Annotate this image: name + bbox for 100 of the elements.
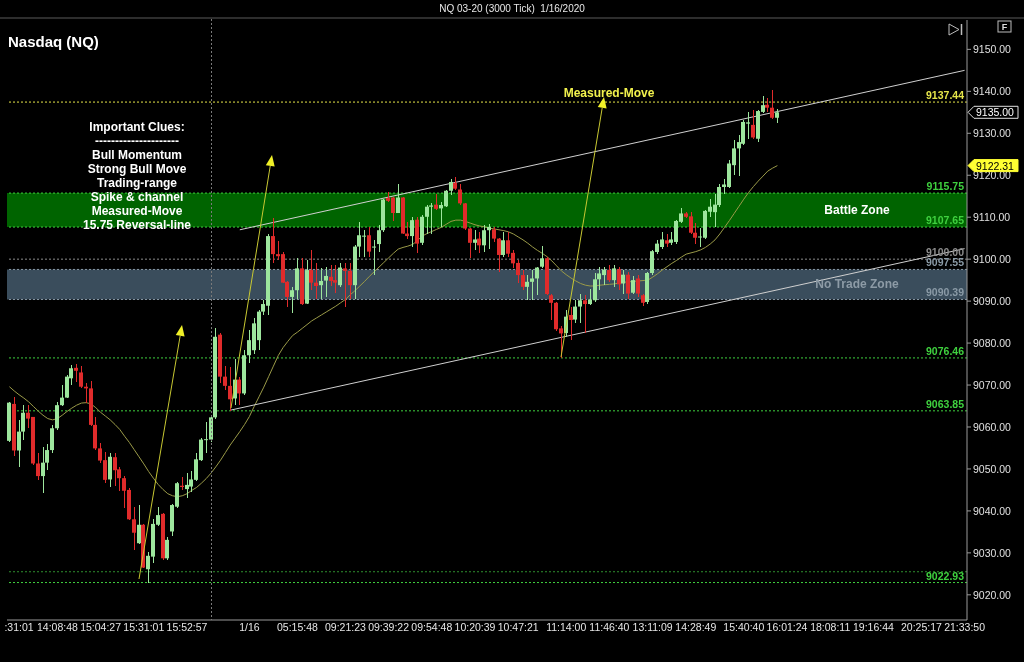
candlestick xyxy=(540,245,544,269)
candlestick xyxy=(309,249,313,291)
candlestick xyxy=(473,229,477,251)
x-tick-label: 05:15:48 xyxy=(276,621,318,633)
candlestick xyxy=(535,266,539,296)
annotation: Measured-Move xyxy=(563,86,655,101)
y-tick-label: 9140.00 xyxy=(973,85,1012,98)
candlestick xyxy=(55,401,59,431)
x-tick-label: 15:52:57 xyxy=(166,621,208,633)
candlestick xyxy=(521,269,525,291)
x-tick-label: 16:01:24 xyxy=(766,621,808,633)
ref-line-label: 9137.44 xyxy=(926,89,965,102)
candlestick xyxy=(415,216,419,254)
x-tick-label: 1/16 xyxy=(239,621,260,633)
candlestick xyxy=(348,262,352,300)
x-tick-label: 09:54:48 xyxy=(411,621,453,633)
candlestick xyxy=(333,264,337,294)
x-tick-label: 10:20:39 xyxy=(454,621,496,633)
chart-title: NQ 03-20 (3000 Tick) 1/16/2020 xyxy=(439,3,586,14)
candlestick xyxy=(617,266,621,291)
x-tick-label: 15:40:40 xyxy=(723,621,765,633)
candlestick xyxy=(396,183,400,214)
x-tick-label: 09:39:22 xyxy=(368,621,410,633)
candlestick xyxy=(612,264,616,288)
ref-line-label: 9022.93 xyxy=(926,569,965,582)
candlestick xyxy=(295,257,299,300)
candlestick xyxy=(314,262,318,300)
x-tick-label: 14:28:49 xyxy=(675,621,717,633)
candlestick xyxy=(367,226,371,258)
candlestick xyxy=(132,506,136,551)
y-tick-label: 9110.00 xyxy=(973,210,1011,223)
annotation: Trading-range xyxy=(96,176,178,190)
x-tick-label: 11:14:00 xyxy=(546,621,587,633)
x-tick-label: 13:11:09 xyxy=(632,621,673,633)
x-tick-label: 14:08:48 xyxy=(36,621,78,633)
x-tick-label: 21:33:50 xyxy=(944,621,986,633)
candlestick xyxy=(458,183,462,206)
annotation: Spike & channel xyxy=(90,190,184,204)
candlestick xyxy=(751,109,755,140)
ref-line-label: 9063.85 xyxy=(926,397,965,410)
candlestick xyxy=(343,262,347,308)
candlestick xyxy=(338,262,342,288)
candlestick xyxy=(108,452,112,488)
candlestick xyxy=(468,227,472,259)
band-label: No Trade Zone xyxy=(815,277,899,292)
candlestick xyxy=(185,472,189,499)
y-tick-label: 9030.00 xyxy=(973,546,1012,559)
text: 9135.00 xyxy=(976,106,1015,119)
text: 9122.31 xyxy=(976,159,1015,172)
candlestick xyxy=(569,306,573,341)
candlestick xyxy=(770,89,774,120)
candlestick xyxy=(165,536,169,561)
candlestick xyxy=(410,216,414,248)
candlestick xyxy=(501,231,505,258)
x-tick-label: 20:25:17 xyxy=(900,621,942,633)
candlestick xyxy=(137,504,141,545)
x-tick-label: 09:21:23 xyxy=(324,621,366,633)
annotation: 15.75 Reversal-line xyxy=(82,218,192,232)
candlestick xyxy=(429,202,433,235)
annotation: Strong Bull Move xyxy=(87,162,187,176)
ref-line-label: 9115.75 xyxy=(926,180,965,193)
ref-line-label: 9107.65 xyxy=(926,214,965,227)
annotation: Bull Momentum xyxy=(92,148,182,162)
y-tick-label: 9100.00 xyxy=(973,252,1012,265)
x-tick-label: 15:04:27 xyxy=(80,621,122,633)
annotation: Important Clues: xyxy=(89,120,185,134)
candlestick xyxy=(228,366,232,412)
y-tick-label: 9060.00 xyxy=(973,420,1012,433)
candlestick xyxy=(50,424,54,454)
y-tick-label: 9040.00 xyxy=(973,504,1012,517)
candlestick xyxy=(372,239,376,276)
candlestick xyxy=(329,264,333,287)
y-tick-label: 9150.00 xyxy=(973,43,1012,56)
candlestick xyxy=(60,384,64,407)
candlestick xyxy=(578,293,582,324)
candlestick xyxy=(549,293,553,321)
candlestick xyxy=(497,237,501,273)
candlestick xyxy=(525,274,529,301)
band-label: Battle Zone xyxy=(824,203,890,218)
x-tick-label: 18:08:11 xyxy=(810,621,851,633)
candlestick xyxy=(530,269,534,301)
ref-line-label: 9076.46 xyxy=(926,344,965,357)
y-tick-label: 9080.00 xyxy=(973,336,1012,349)
candlestick xyxy=(482,224,486,253)
x-tick-label: :31:01 xyxy=(4,621,34,633)
y-tick-label: 9130.00 xyxy=(973,127,1012,140)
candlestick xyxy=(79,365,83,389)
candlestick xyxy=(41,446,45,494)
candlestick xyxy=(319,267,323,300)
candlestick xyxy=(271,217,275,264)
candlestick xyxy=(516,259,520,284)
annotation: --------------------- xyxy=(95,134,179,148)
candlestick xyxy=(621,269,625,295)
ref-line-label: 9090.39 xyxy=(926,286,965,299)
x-tick-label: 11:46:40 xyxy=(589,621,630,633)
annotation: Measured-Move xyxy=(91,204,183,218)
y-tick-label: 9090.00 xyxy=(973,294,1012,307)
candlestick xyxy=(113,452,117,487)
candlestick xyxy=(583,294,587,334)
ref-line-label: 9097.55 xyxy=(926,256,965,269)
